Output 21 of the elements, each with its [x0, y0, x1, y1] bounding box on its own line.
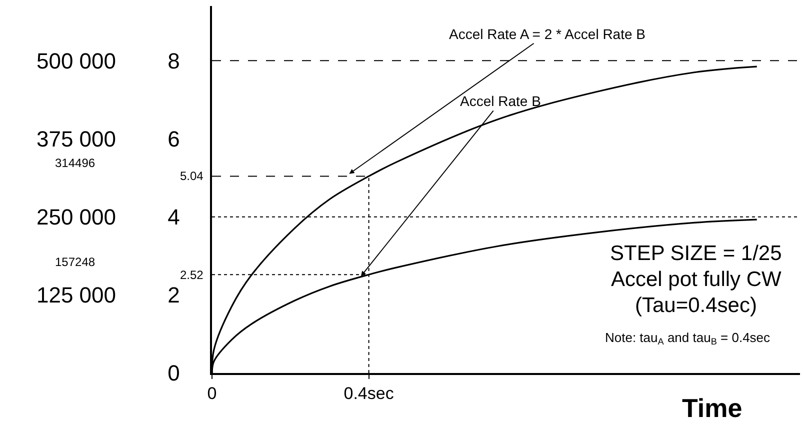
y-tick-label: 8 [168, 48, 180, 74]
y2-tick-label: 375 000 [36, 126, 116, 152]
y-tick-label: 2 [168, 282, 180, 308]
x-axis-title: Time [682, 393, 742, 423]
y2-tick-label: 125 000 [36, 282, 116, 308]
annotation: (Tau=0.4sec) [635, 294, 757, 317]
annotation: Accel pot fully CW [611, 268, 782, 291]
text: 157248 [55, 255, 96, 269]
annotation: STEP SIZE = 1/25 [610, 242, 782, 265]
y2-tick-label: 250 000 [36, 204, 116, 230]
text: 314496 [55, 156, 96, 170]
annotation: Accel Rate A = 2 * Accel Rate B [449, 26, 646, 42]
y-tick-label: 4 [168, 204, 180, 230]
y-tick-label: 0 [168, 360, 180, 386]
x-tick-label: 0.4sec [344, 384, 394, 404]
ref-line-label: 5.04 [180, 169, 204, 183]
ref-line-label: 2.52 [180, 268, 204, 282]
annotation: Note: tau$_{A}$ and tau$_{B}$ = 0.4sec [605, 330, 771, 347]
annotation: Accel Rate B [460, 93, 541, 109]
y2-tick-label: 500 000 [36, 48, 116, 74]
y-tick-label: 6 [168, 126, 180, 152]
